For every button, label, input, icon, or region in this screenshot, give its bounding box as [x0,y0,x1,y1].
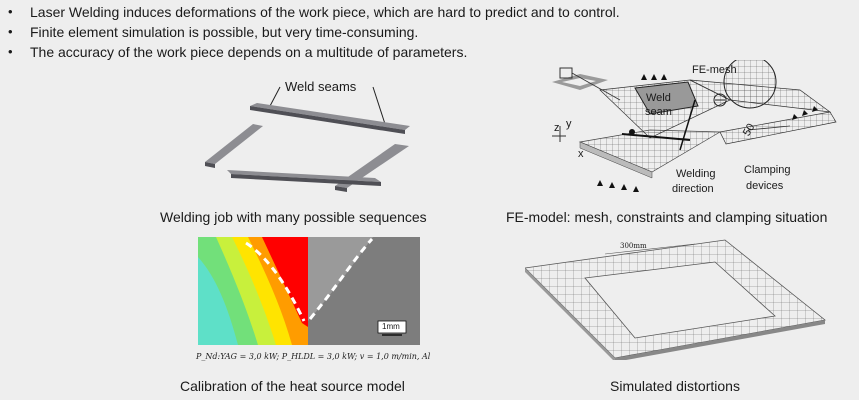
bullet-list: Laser Welding induces deformations of th… [8,2,620,62]
fe-mesh-label: FE-mesh [692,64,737,76]
weld-seams-label: Weld seams [285,79,357,94]
distortion-mesh-illustration [525,239,826,360]
heat-source-caption: Calibration of the heat source model [180,378,405,394]
clamping-devices-label: Clamping [744,164,791,176]
bullet-item: Finite element simulation is possible, b… [8,22,620,42]
axis-y-label: y [566,118,572,130]
distortion-figure: 300mm [525,238,835,360]
heat-source-formula: P_Nd:YAG = 3,0 kW; P_HLDL = 3,0 kW; v = … [196,352,431,361]
clamping-devices-label: devices [746,180,784,192]
scale-bar-label: 1mm [382,322,400,331]
weld-seam-label: seam [645,106,672,118]
distortion-dimension-label: 300mm [620,242,647,250]
axis-z-label: z [554,122,560,134]
bullet-item: The accuracy of the work piece depends o… [8,42,620,62]
temperature-field-image [198,237,420,345]
fe-mesh-illustration [552,60,837,192]
weld-job-caption: Welding job with many possible sequences [160,209,427,225]
welding-direction-label: Welding [676,168,716,180]
weld-plates-illustration [205,86,410,192]
weld-seams-figure: Weld seams [195,74,435,199]
weld-seam-label: Weld [646,92,671,104]
bullet-item: Laser Welding induces deformations of th… [8,2,620,22]
fe-model-figure: FE-mesh Weld seam 50 z y x Welding direc… [540,60,855,200]
distortions-caption: Simulated distortions [610,378,740,394]
axis-x-label: x [578,148,584,160]
heat-source-figure: 1mm [198,237,420,347]
fe-model-caption: FE-model: mesh, constraints and clamping… [506,209,828,225]
welding-direction-label: direction [672,183,714,195]
